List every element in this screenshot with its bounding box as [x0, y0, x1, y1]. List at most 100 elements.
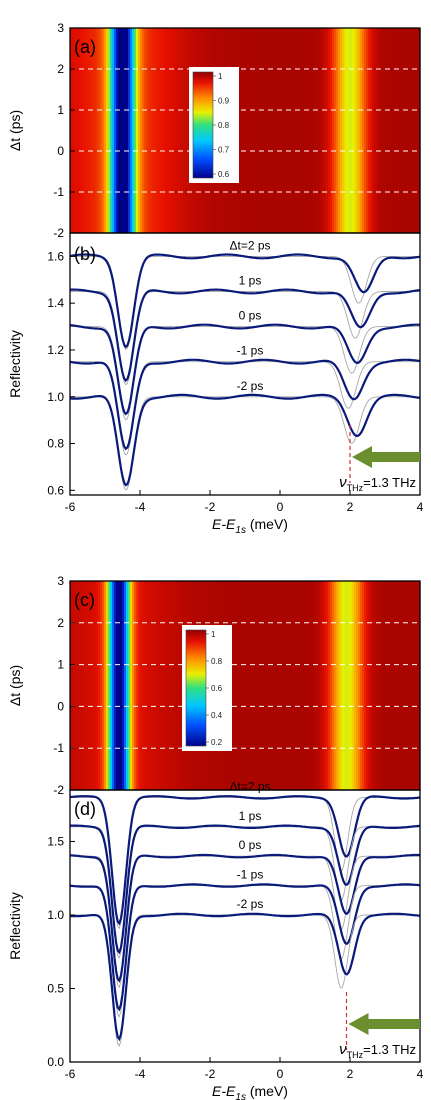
heatmap-cell: [168, 581, 171, 790]
heatmap-cell: [284, 581, 287, 790]
colorbar: 1 0.8 0.6 0.4 0.2: [182, 625, 232, 751]
heatmap-cell: [328, 28, 331, 233]
heatmap-cell: [360, 581, 363, 790]
heatmap-cell: [260, 581, 263, 790]
heatmap-cell: [412, 28, 415, 233]
heatmap-cell: [392, 28, 395, 233]
heatmap-cell: [342, 581, 345, 790]
series-line: [69, 358, 421, 451]
heatmap-cell: [118, 28, 121, 233]
heatmap-cell: [384, 28, 387, 233]
heatmap-cell: [300, 581, 303, 790]
heatmap-cell: [382, 581, 385, 790]
heatmap-cell: [280, 581, 283, 790]
heatmap-cell: [110, 581, 113, 790]
series-line: [69, 393, 421, 487]
heatmap-cell: [88, 28, 91, 233]
heatmap-cell: [164, 581, 167, 790]
heatmap-cell: [356, 28, 359, 233]
heatmap-cell: [312, 581, 315, 790]
heatmap-cell: [174, 581, 177, 790]
heatmap-cell: [344, 28, 347, 233]
x-axis-label-unit: (meV): [246, 516, 288, 532]
series-line: [69, 853, 420, 983]
heatmap-cell: [376, 581, 379, 790]
heatmap-cell: [156, 28, 159, 233]
y-tick-label: 0.5: [47, 981, 64, 995]
heatmap-cell: [268, 28, 271, 233]
heatmap-cell: [410, 581, 413, 790]
colorbar-gradient: [185, 629, 207, 747]
y-tick-label: 1: [57, 658, 64, 672]
curve-label: Δt=2 ps: [229, 238, 270, 252]
heatmap-cell: [158, 28, 161, 233]
panel-label: (d): [74, 799, 96, 819]
heatmap-cell: [130, 28, 133, 233]
heatmap-cell: [114, 581, 117, 790]
heatmap-cell: [298, 581, 301, 790]
heatmap-cell: [96, 28, 99, 233]
heatmap-cell: [150, 581, 153, 790]
thz-label-sub: THz: [347, 1050, 364, 1060]
heatmap-cell: [78, 28, 81, 233]
heatmap-cell: [184, 28, 187, 233]
heatmap-cell: [352, 28, 355, 233]
heatmap-cell: [336, 28, 339, 233]
panel-label: (b): [74, 244, 96, 264]
heatmap-cell: [178, 28, 181, 233]
y-tick-label: 1.0: [47, 390, 64, 404]
heatmap-cell: [124, 28, 127, 233]
reference-curve: [70, 291, 420, 386]
heatmap-cell: [138, 581, 141, 790]
heatmap-cell: [234, 581, 237, 790]
y-tick-label: 1.4: [47, 296, 64, 310]
heatmap-cell: [290, 28, 293, 233]
heatmap-cell: [400, 581, 403, 790]
heatmap-cell: [306, 28, 309, 233]
heatmap-cell: [180, 581, 183, 790]
heatmap-cell: [406, 581, 409, 790]
heatmap-cell: [324, 581, 327, 790]
heatmap-cell: [332, 28, 335, 233]
x-tick-label: -2: [205, 1067, 216, 1081]
heatmap-cell: [116, 28, 119, 233]
heatmap-cell: [372, 581, 375, 790]
heatmap-cell: [238, 28, 241, 233]
heatmap-cell: [128, 28, 131, 233]
colorbar-tick-label: 0.2: [211, 738, 223, 747]
heatmap-cell: [272, 28, 275, 233]
reference-curve: [70, 326, 420, 421]
y-tick-label: 2: [57, 62, 64, 76]
y-tick-label: 3: [57, 21, 64, 35]
heatmap-cell: [130, 581, 133, 790]
heatmap-cell: [322, 581, 325, 790]
series-line: [69, 795, 421, 926]
heatmap-cell: [366, 581, 369, 790]
y-tick-label: 0: [57, 144, 64, 158]
colorbar-tick-label: 0.9: [218, 97, 230, 106]
heatmap-cell: [266, 581, 269, 790]
heatmap-cell: [236, 581, 239, 790]
x-axis-label-main: E-E: [212, 516, 236, 532]
heatmap-cell: [374, 581, 377, 790]
heatmap-cell: [256, 581, 259, 790]
heatmap-cell: [302, 581, 305, 790]
heatmap-cell: [74, 581, 77, 790]
heatmap-cell: [98, 28, 101, 233]
curve-label: 0 ps: [239, 838, 262, 852]
heatmap-cell: [308, 28, 311, 233]
x-tick-label: -6: [65, 1067, 76, 1081]
heatmap-cell: [88, 581, 91, 790]
heatmap-cell: [116, 581, 119, 790]
heatmap-cell: [90, 581, 93, 790]
heatmap-cell: [70, 28, 73, 233]
curve-label: 1 ps: [239, 273, 262, 287]
heatmap-cell: [294, 581, 297, 790]
heatmap-cell: [380, 28, 383, 233]
heatmap-cell: [80, 28, 83, 233]
y-tick-label: 1.6: [47, 249, 64, 263]
heatmap-cell: [404, 28, 407, 233]
heatmap-cell: [106, 28, 109, 233]
heatmap-cell: [240, 28, 243, 233]
x-tick-label: 0: [277, 500, 284, 514]
